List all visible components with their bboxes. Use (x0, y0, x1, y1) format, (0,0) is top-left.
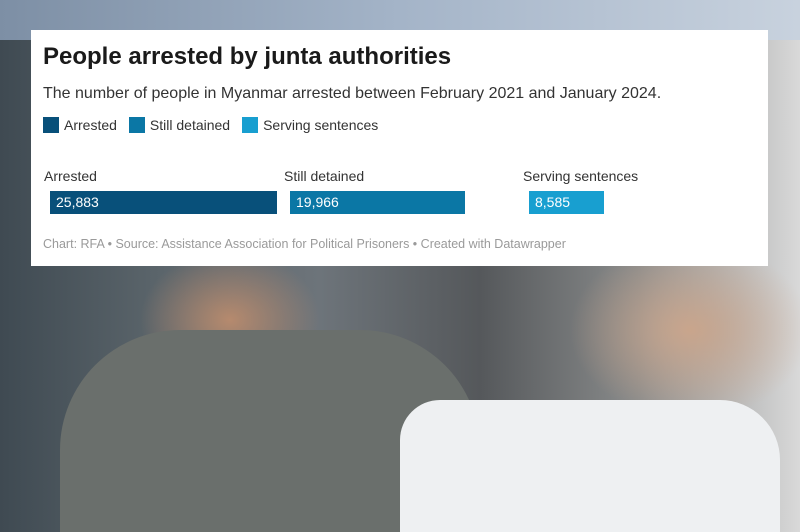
legend: Arrested Still detained Serving sentences (43, 117, 378, 133)
background-photo-man (400, 400, 780, 532)
category-label: Serving sentences (523, 168, 639, 184)
legend-swatch (128, 117, 145, 133)
legend-item: Serving sentences (242, 117, 378, 133)
bar: 8,585 (529, 191, 605, 214)
bar: 25,883 (50, 191, 277, 214)
legend-label: Still detained (149, 117, 231, 133)
chart-footer: Chart: RFA • Source: Assistance Associat… (43, 237, 566, 251)
legend-label: Serving sentences (263, 117, 379, 133)
value-label: 8,585 (535, 194, 571, 210)
value-label: 25,883 (56, 194, 99, 210)
bar: 19,966 (290, 191, 466, 214)
bar-group: Still detained 19,966 (284, 168, 466, 214)
value-label: 19,966 (296, 194, 339, 210)
legend-label: Arrested (64, 117, 117, 133)
bar-group: Serving sentences 8,585 (523, 168, 638, 214)
category-label: Arrested (44, 168, 97, 184)
chart-title: People arrested by junta authorities (43, 43, 452, 70)
chart-card: People arrested by junta authorities The… (31, 30, 768, 266)
legend-swatch (43, 117, 59, 133)
legend-item: Arrested (43, 117, 117, 133)
legend-swatch (242, 117, 259, 133)
chart-subtitle: The number of people in Myanmar arrested… (43, 85, 662, 102)
legend-item: Still detained (128, 117, 231, 133)
bar-group: Arrested 25,883 (44, 168, 277, 214)
category-label: Still detained (284, 168, 365, 184)
